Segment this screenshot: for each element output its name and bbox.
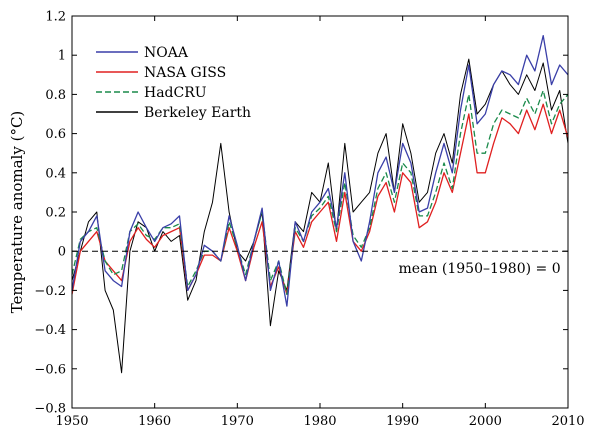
series-line-nasa-giss [71, 103, 569, 295]
x-tick-label: 2010 [551, 414, 584, 429]
series-line-hadcru [71, 89, 569, 295]
x-tick-label: 1980 [303, 414, 336, 429]
y-tick-label: 0.4 [45, 166, 66, 181]
y-tick-label: 0 [58, 245, 66, 260]
series-line-noaa [71, 34, 569, 307]
legend-label: HadCRU [144, 85, 207, 101]
y-tick-label: 0.2 [45, 206, 66, 221]
x-tick-label: 1970 [221, 414, 254, 429]
series-lines [71, 34, 569, 374]
y-tick-label: 1 [58, 49, 66, 64]
y-tick-label: −0.6 [34, 362, 66, 377]
y-tick-label: 0.8 [45, 88, 66, 103]
y-axis-title: Temperature anomaly (°C) [8, 111, 26, 314]
y-tick-label: 1.2 [45, 10, 66, 25]
legend: NOAA NASA GISS HadCRU Berkeley Earth [96, 45, 251, 121]
y-tick-label: −0.4 [34, 323, 66, 338]
x-tick-label: 2000 [469, 414, 502, 429]
y-axis: −0.8 −0.6 −0.4 −0.2 0 0.2 0.4 0.6 0.8 1 1.2 [34, 10, 568, 417]
x-tick-label: 1960 [138, 414, 171, 429]
y-tick-label: −0.2 [34, 284, 66, 299]
legend-label: Berkeley Earth [144, 105, 251, 121]
baseline-annotation: mean (1950–1980) = 0 [399, 261, 561, 277]
y-tick-label: 0.6 [45, 127, 66, 142]
legend-label: NASA GISS [144, 65, 226, 81]
x-tick-label: 1990 [386, 414, 419, 429]
x-axis: 1950 1960 1970 1980 1990 2000 2010 [55, 16, 585, 429]
y-tick-label: −0.8 [34, 402, 66, 417]
x-tick-label: 1950 [55, 414, 88, 429]
legend-label: NOAA [144, 45, 189, 61]
